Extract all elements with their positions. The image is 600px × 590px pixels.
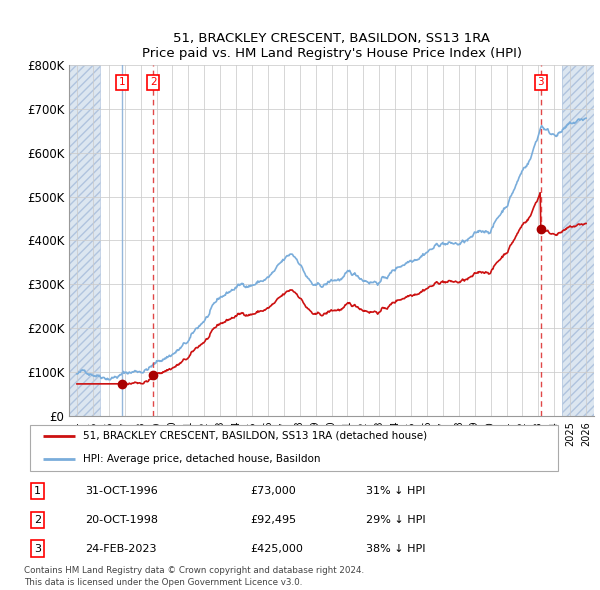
- Text: 29% ↓ HPI: 29% ↓ HPI: [366, 515, 426, 525]
- Text: 31-OCT-1996: 31-OCT-1996: [85, 486, 157, 496]
- Bar: [69, 65, 100, 416]
- Text: 3: 3: [538, 77, 544, 87]
- Text: 2: 2: [150, 77, 157, 87]
- Text: 1: 1: [119, 77, 125, 87]
- Text: £425,000: £425,000: [250, 543, 303, 553]
- Text: 24-FEB-2023: 24-FEB-2023: [85, 543, 156, 553]
- Text: 1: 1: [34, 486, 41, 496]
- Text: 2: 2: [34, 515, 41, 525]
- Bar: [69, 65, 100, 416]
- Text: HPI: Average price, detached house, Basildon: HPI: Average price, detached house, Basi…: [83, 454, 320, 464]
- Bar: [562, 65, 594, 416]
- Text: 20-OCT-1998: 20-OCT-1998: [85, 515, 158, 525]
- Text: £92,495: £92,495: [250, 515, 296, 525]
- Text: 31% ↓ HPI: 31% ↓ HPI: [366, 486, 425, 496]
- Text: 51, BRACKLEY CRESCENT, BASILDON, SS13 1RA (detached house): 51, BRACKLEY CRESCENT, BASILDON, SS13 1R…: [83, 431, 427, 441]
- Text: 3: 3: [34, 543, 41, 553]
- Text: 38% ↓ HPI: 38% ↓ HPI: [366, 543, 426, 553]
- Title: 51, BRACKLEY CRESCENT, BASILDON, SS13 1RA
Price paid vs. HM Land Registry's Hous: 51, BRACKLEY CRESCENT, BASILDON, SS13 1R…: [142, 32, 521, 60]
- Text: Contains HM Land Registry data © Crown copyright and database right 2024.
This d: Contains HM Land Registry data © Crown c…: [24, 566, 364, 587]
- Bar: [562, 65, 594, 416]
- Text: £73,000: £73,000: [250, 486, 296, 496]
